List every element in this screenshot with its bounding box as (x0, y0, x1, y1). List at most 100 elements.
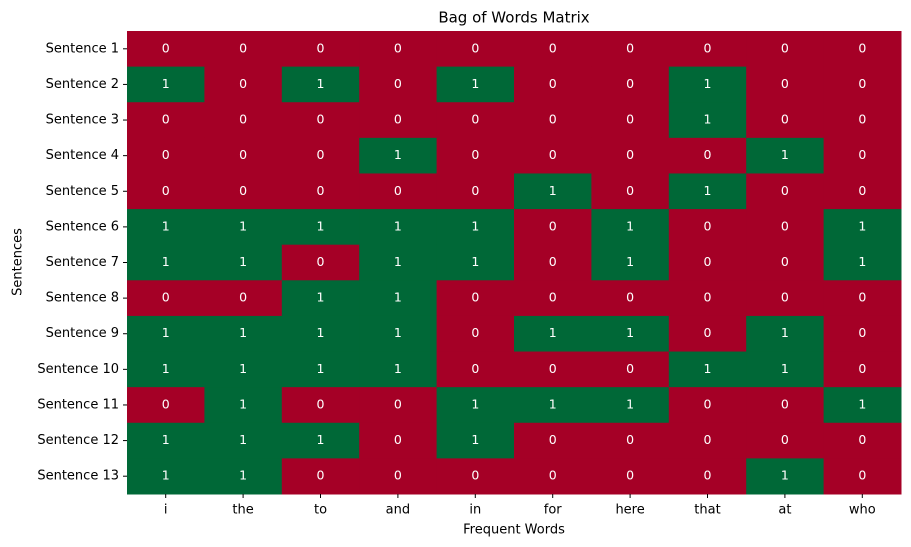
cell (436, 173, 515, 210)
cell (591, 244, 670, 281)
cell-label: 1 (781, 361, 789, 376)
x-tick-label: in (469, 503, 481, 518)
cell-label: 1 (704, 361, 712, 376)
x-tick-label: that (694, 503, 720, 518)
cell (359, 102, 438, 139)
cell (204, 280, 283, 317)
cell (127, 31, 205, 68)
cell (204, 173, 283, 210)
cell (514, 387, 592, 424)
cell (281, 458, 360, 495)
cell (436, 31, 515, 68)
cell (514, 102, 592, 139)
cell-label: 1 (317, 325, 325, 340)
y-tick-label: Sentence 13 (37, 469, 119, 484)
cell-label: 1 (471, 218, 479, 233)
cell (823, 422, 902, 459)
cell-label: 0 (471, 325, 479, 340)
cell-label: 0 (858, 112, 866, 127)
cell (204, 209, 283, 246)
cell-label: 0 (858, 468, 866, 483)
cell (746, 458, 825, 495)
cell-label: 0 (549, 147, 557, 162)
cell (514, 66, 592, 103)
cell-label: 1 (549, 325, 557, 340)
cell-label: 0 (394, 432, 402, 447)
cell-label: 0 (549, 468, 557, 483)
cell (281, 173, 360, 210)
cell-label: 1 (317, 361, 325, 376)
cell (359, 458, 438, 495)
cell-label: 0 (858, 76, 866, 91)
cell (668, 137, 747, 174)
cell (746, 280, 825, 317)
cell-label: 1 (549, 183, 557, 198)
cell-label: 0 (626, 147, 634, 162)
cell-label: 1 (162, 325, 170, 340)
x-tick-label: i (164, 503, 168, 518)
cell (823, 315, 902, 353)
cell-label: 0 (858, 147, 866, 162)
cell (823, 280, 902, 317)
cell-label: 0 (471, 290, 479, 305)
cell-label: 1 (781, 325, 789, 340)
cell (591, 66, 670, 103)
cell-label: 0 (239, 40, 247, 55)
cell-label: 0 (239, 147, 247, 162)
cell-label: 0 (704, 40, 712, 55)
cell-label: 1 (239, 254, 247, 269)
cell-label: 0 (858, 40, 866, 55)
cell (591, 315, 670, 353)
cell-label: 1 (162, 254, 170, 269)
cell (591, 458, 670, 495)
cell-label: 1 (858, 254, 866, 269)
cell-label: 0 (549, 290, 557, 305)
cell (668, 315, 747, 353)
y-tick-label: Sentence 6 (46, 219, 119, 234)
cell (281, 387, 360, 424)
cell (746, 66, 825, 103)
cell (668, 102, 747, 139)
cell (436, 458, 515, 495)
cell (359, 351, 438, 388)
cell (746, 31, 825, 68)
cell-label: 1 (317, 218, 325, 233)
cell (204, 422, 283, 459)
y-axis-label: Sentences (11, 228, 26, 296)
cell-label: 1 (394, 361, 402, 376)
cell-label: 0 (162, 396, 170, 411)
cell-label: 0 (781, 396, 789, 411)
cell (436, 66, 515, 103)
cell (281, 137, 360, 174)
cell (127, 244, 205, 281)
cell-label: 1 (394, 218, 402, 233)
cell-label: 0 (549, 112, 557, 127)
cell-label: 1 (626, 325, 634, 340)
cell-label: 0 (781, 290, 789, 305)
cell (823, 31, 902, 68)
y-tick-label: Sentence 3 (46, 113, 119, 128)
cell (591, 209, 670, 246)
cell-label: 0 (162, 147, 170, 162)
cell (746, 209, 825, 246)
cell (281, 315, 360, 353)
y-tick-label: Sentence 1 (46, 41, 119, 56)
cell (746, 351, 825, 388)
cell-label: 0 (162, 112, 170, 127)
cell-label: 0 (317, 396, 325, 411)
cell (359, 422, 438, 459)
cell-label: 0 (471, 112, 479, 127)
cell (668, 280, 747, 317)
x-tick-label: the (232, 503, 253, 518)
cell-label: 0 (317, 254, 325, 269)
cell-label: 1 (394, 147, 402, 162)
cell (668, 351, 747, 388)
cell-label: 0 (549, 254, 557, 269)
cell (204, 315, 283, 353)
cell (359, 137, 438, 174)
cell (514, 137, 592, 174)
cell (359, 387, 438, 424)
cell-label: 1 (239, 325, 247, 340)
cell (591, 422, 670, 459)
cell (514, 351, 592, 388)
